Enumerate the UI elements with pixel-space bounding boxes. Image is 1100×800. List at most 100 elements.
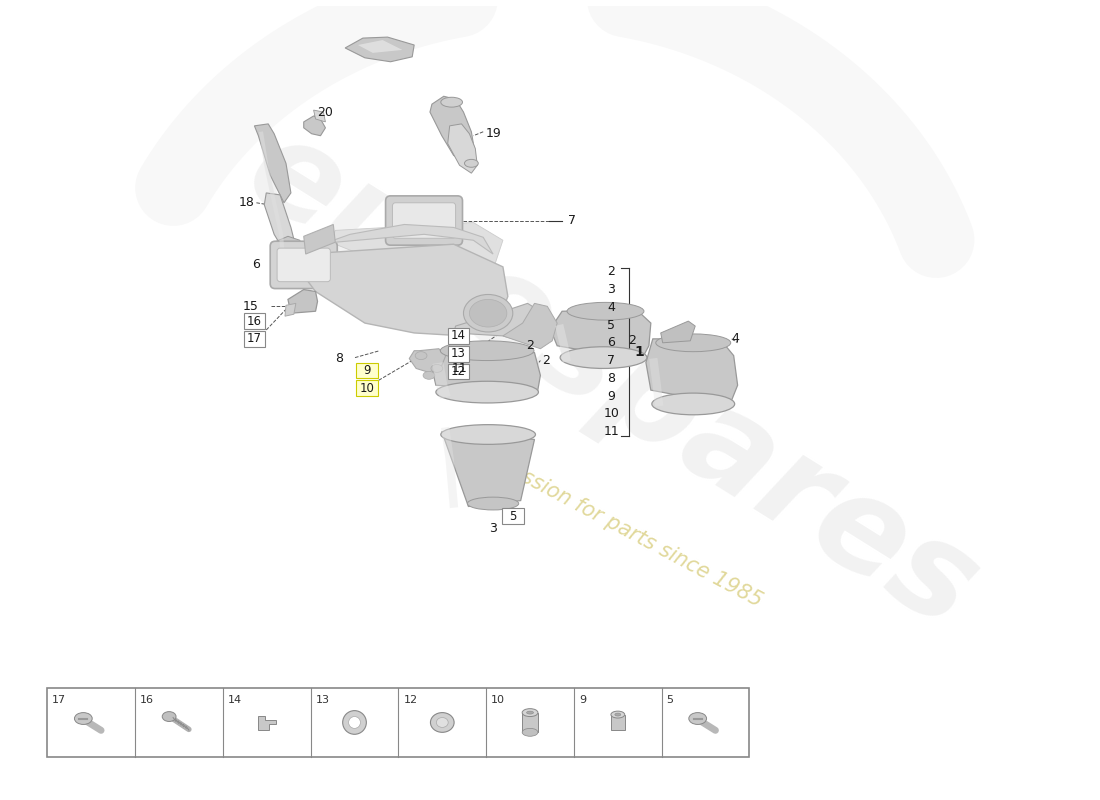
Text: 3: 3 bbox=[607, 283, 615, 296]
Text: 5: 5 bbox=[667, 695, 673, 705]
Text: 5: 5 bbox=[607, 318, 615, 331]
Ellipse shape bbox=[656, 334, 730, 352]
Ellipse shape bbox=[560, 346, 647, 369]
Text: 9: 9 bbox=[579, 695, 586, 705]
Bar bbox=[47, 688, 749, 757]
Text: 2: 2 bbox=[542, 354, 550, 367]
Ellipse shape bbox=[441, 425, 536, 444]
Text: a passion for parts since 1985: a passion for parts since 1985 bbox=[477, 446, 764, 611]
Text: 4: 4 bbox=[607, 301, 615, 314]
Text: 13: 13 bbox=[451, 347, 466, 360]
Text: 19: 19 bbox=[485, 127, 501, 140]
Ellipse shape bbox=[464, 159, 478, 167]
Polygon shape bbox=[448, 124, 477, 173]
FancyBboxPatch shape bbox=[271, 242, 338, 289]
Text: 13: 13 bbox=[316, 695, 330, 705]
Polygon shape bbox=[254, 124, 290, 202]
Text: 1: 1 bbox=[634, 345, 643, 358]
Ellipse shape bbox=[415, 352, 427, 359]
Text: 4: 4 bbox=[732, 332, 739, 346]
Polygon shape bbox=[330, 222, 503, 282]
Text: 12: 12 bbox=[404, 695, 418, 705]
Polygon shape bbox=[304, 225, 336, 254]
Polygon shape bbox=[661, 321, 695, 343]
Ellipse shape bbox=[470, 299, 507, 327]
Circle shape bbox=[343, 710, 366, 734]
Ellipse shape bbox=[527, 711, 534, 714]
Bar bbox=[243, 331, 265, 346]
Text: 7: 7 bbox=[607, 354, 615, 367]
Polygon shape bbox=[300, 244, 508, 336]
Text: 7: 7 bbox=[568, 214, 576, 227]
Text: 3: 3 bbox=[490, 522, 497, 534]
Ellipse shape bbox=[566, 302, 644, 320]
Ellipse shape bbox=[75, 713, 92, 725]
Polygon shape bbox=[264, 193, 296, 254]
FancyBboxPatch shape bbox=[277, 248, 330, 282]
Text: 10: 10 bbox=[491, 695, 505, 705]
Ellipse shape bbox=[615, 713, 620, 716]
Ellipse shape bbox=[522, 709, 538, 717]
Text: 17: 17 bbox=[53, 695, 66, 705]
Polygon shape bbox=[314, 110, 326, 122]
Ellipse shape bbox=[652, 393, 735, 414]
Text: 5: 5 bbox=[509, 510, 517, 523]
Text: 11: 11 bbox=[452, 362, 468, 375]
Ellipse shape bbox=[610, 711, 625, 718]
Ellipse shape bbox=[463, 294, 513, 332]
Text: 9: 9 bbox=[363, 364, 371, 377]
Bar bbox=[356, 380, 377, 396]
Ellipse shape bbox=[430, 713, 454, 732]
Polygon shape bbox=[345, 37, 415, 62]
Text: 10: 10 bbox=[360, 382, 374, 394]
Ellipse shape bbox=[424, 371, 434, 379]
Bar bbox=[356, 362, 377, 378]
Polygon shape bbox=[409, 349, 446, 372]
Text: 10: 10 bbox=[604, 407, 619, 420]
Text: 9: 9 bbox=[607, 390, 615, 402]
FancyBboxPatch shape bbox=[386, 196, 462, 245]
Ellipse shape bbox=[689, 713, 706, 725]
Text: 8: 8 bbox=[336, 352, 343, 365]
Text: 6: 6 bbox=[607, 336, 615, 350]
Bar bbox=[448, 363, 470, 379]
Text: 15: 15 bbox=[242, 300, 258, 313]
Polygon shape bbox=[550, 310, 651, 361]
Bar bbox=[522, 713, 538, 732]
Text: 8: 8 bbox=[607, 372, 615, 385]
Ellipse shape bbox=[436, 382, 538, 403]
Circle shape bbox=[349, 717, 361, 728]
Polygon shape bbox=[503, 303, 558, 349]
Text: 16: 16 bbox=[140, 695, 154, 705]
Text: 6: 6 bbox=[253, 258, 261, 271]
Text: 2: 2 bbox=[628, 334, 636, 347]
Text: 18: 18 bbox=[239, 196, 254, 210]
Text: 2: 2 bbox=[527, 339, 535, 352]
Text: 14: 14 bbox=[451, 330, 466, 342]
Text: 20: 20 bbox=[318, 106, 333, 118]
Polygon shape bbox=[304, 116, 326, 136]
Text: 11: 11 bbox=[604, 425, 619, 438]
Ellipse shape bbox=[468, 497, 519, 510]
Ellipse shape bbox=[437, 718, 448, 727]
Polygon shape bbox=[333, 225, 493, 254]
Text: 14: 14 bbox=[228, 695, 242, 705]
FancyBboxPatch shape bbox=[393, 202, 455, 238]
Text: 2: 2 bbox=[607, 266, 615, 278]
Ellipse shape bbox=[440, 341, 534, 361]
Text: 12: 12 bbox=[451, 365, 466, 378]
Polygon shape bbox=[257, 715, 276, 730]
Bar bbox=[502, 509, 524, 524]
Bar bbox=[448, 328, 470, 344]
Ellipse shape bbox=[522, 728, 538, 736]
Text: 16: 16 bbox=[246, 314, 262, 328]
Polygon shape bbox=[285, 303, 296, 316]
Polygon shape bbox=[646, 339, 738, 405]
Polygon shape bbox=[432, 349, 540, 392]
Ellipse shape bbox=[431, 365, 443, 372]
Polygon shape bbox=[453, 303, 548, 346]
Polygon shape bbox=[288, 290, 318, 314]
Polygon shape bbox=[274, 236, 304, 254]
Text: eurospares: eurospares bbox=[223, 106, 999, 655]
Polygon shape bbox=[442, 431, 535, 506]
